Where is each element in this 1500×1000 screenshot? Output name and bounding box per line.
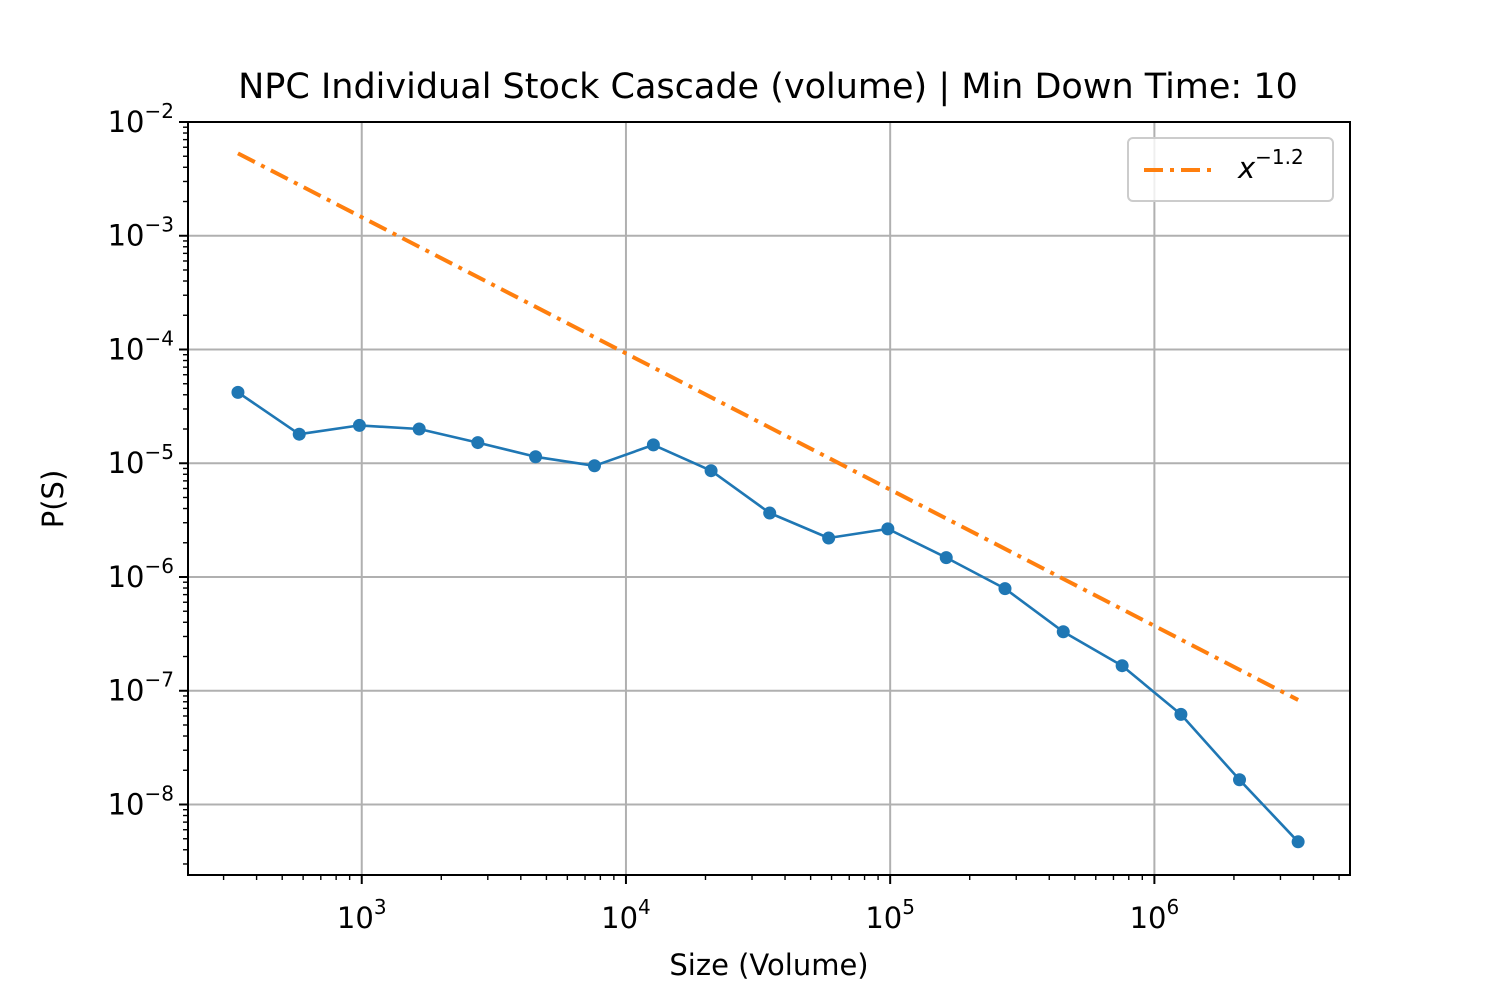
x-tick-base: 10 — [337, 901, 374, 935]
plot-area-frame — [187, 121, 1351, 876]
x-tick-label: 103 — [337, 895, 387, 935]
y-tick-base: 10 — [108, 446, 145, 480]
y-tick-base: 10 — [108, 674, 145, 708]
y-tick-label: 10−7 — [108, 668, 174, 708]
x-tick-label: 104 — [601, 895, 651, 935]
y-tick-label: 10−3 — [108, 213, 174, 253]
x-tick-exponent: 6 — [1166, 895, 1179, 919]
y-tick-exponent: −4 — [145, 326, 174, 350]
data-point — [822, 531, 836, 545]
y-tick-base: 10 — [108, 560, 145, 594]
legend-label-base: x — [1237, 151, 1256, 185]
x-tick-exponent: 3 — [374, 895, 387, 919]
y-tick-label: 10−8 — [108, 781, 174, 821]
data-point — [352, 418, 366, 432]
y-tick-exponent: −6 — [145, 554, 174, 578]
y-tick-label: 10−5 — [108, 440, 174, 480]
data-point — [1291, 835, 1305, 849]
x-tick-base: 10 — [865, 901, 902, 935]
y-tick-exponent: −3 — [145, 213, 174, 237]
legend-box — [1127, 137, 1334, 202]
data-point — [646, 438, 660, 452]
x-tick-exponent: 4 — [638, 895, 651, 919]
y-tick-exponent: −7 — [145, 668, 174, 692]
chart-title: NPC Individual Stock Cascade (volume) | … — [238, 67, 1298, 107]
data-point — [529, 450, 543, 464]
grid — [188, 122, 1350, 875]
data-point — [231, 385, 245, 399]
y-tick-exponent: −8 — [145, 781, 174, 805]
x-tick-label: 106 — [1130, 895, 1180, 935]
y-tick-exponent: −2 — [145, 99, 174, 123]
data-point — [587, 459, 601, 473]
y-tick-label: 10−4 — [108, 326, 174, 366]
y-tick-label: 10−6 — [108, 554, 174, 594]
y-tick-base: 10 — [108, 787, 145, 821]
y-tick-base: 10 — [108, 105, 145, 139]
legend: x−1.2 — [1127, 137, 1334, 202]
x-tick-label: 105 — [865, 895, 915, 935]
x-axis-label: Size (Volume) — [669, 948, 868, 982]
data-point — [998, 582, 1012, 596]
data-point — [881, 522, 895, 536]
y-tick-exponent: −5 — [145, 440, 174, 464]
y-tick-base: 10 — [108, 219, 145, 253]
legend-label-exponent: −1.2 — [1255, 145, 1304, 169]
data-point — [292, 427, 306, 441]
plot-data — [231, 151, 1305, 849]
data-point — [1115, 659, 1129, 673]
data-point — [1174, 707, 1188, 721]
power-law-reference-line — [237, 151, 1300, 702]
y-axis-label: P(S) — [36, 470, 70, 529]
data-point — [704, 464, 718, 478]
x-tick-base: 10 — [601, 901, 638, 935]
data-point — [763, 506, 777, 520]
x-tick-base: 10 — [1130, 901, 1167, 935]
x-tick-exponent: 5 — [902, 895, 915, 919]
y-tick-label: 10−2 — [108, 99, 174, 139]
data-point — [939, 551, 953, 565]
data-point — [1233, 773, 1247, 787]
legend-label-power-law: x−1.2 — [1237, 145, 1304, 185]
data-point — [412, 422, 426, 436]
data-point — [471, 436, 485, 450]
y-tick-base: 10 — [108, 332, 145, 366]
data-point — [1056, 625, 1070, 639]
